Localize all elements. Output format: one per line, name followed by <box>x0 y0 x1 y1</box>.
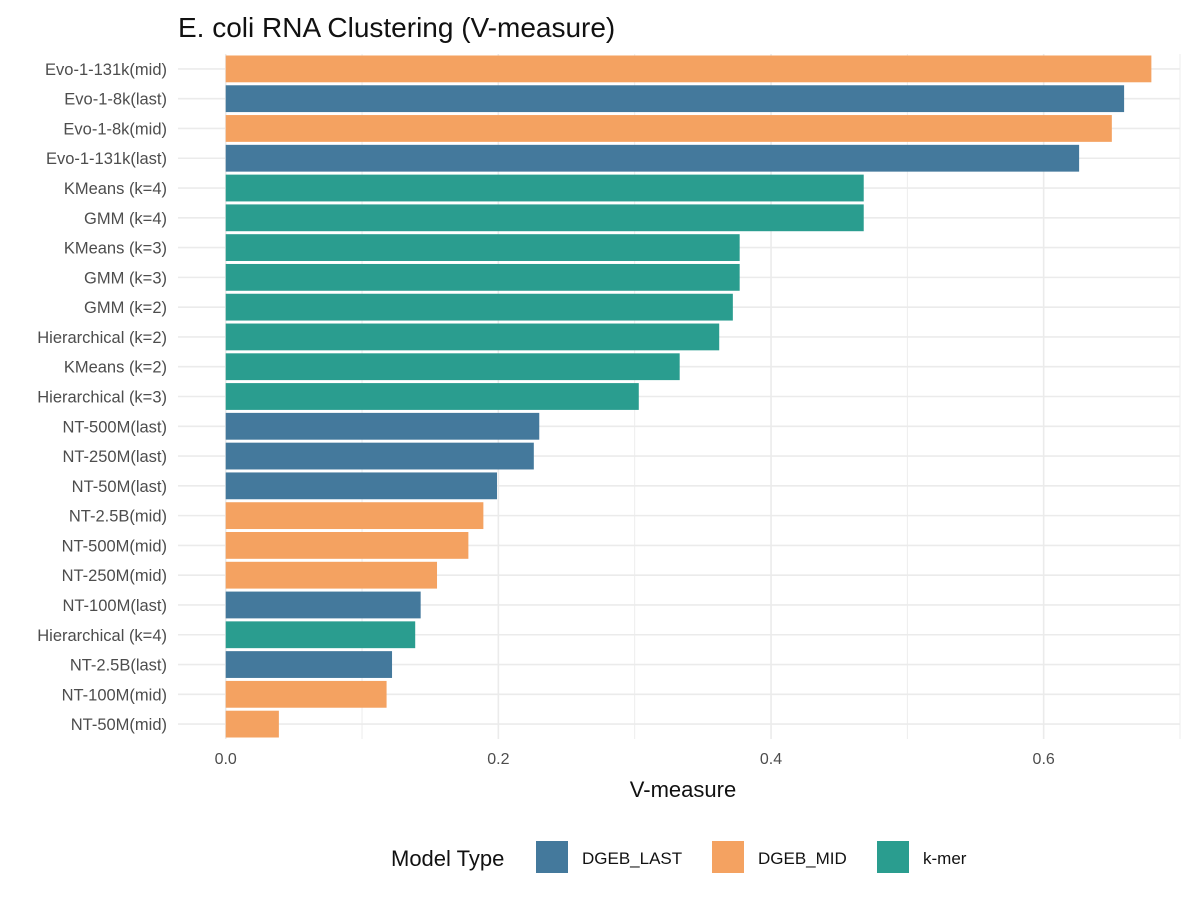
category-label: NT-2.5B(last) <box>70 657 167 675</box>
x-tick-label: 0.2 <box>487 751 509 768</box>
bar <box>225 651 393 678</box>
category-label: Hierarchical (k=4) <box>37 627 167 645</box>
bar <box>225 532 469 559</box>
bars-layer <box>225 55 1152 738</box>
legend-label: DGEB_LAST <box>582 849 682 868</box>
category-label: NT-250M(last) <box>62 448 167 466</box>
category-label: NT-2.5B(mid) <box>69 508 167 526</box>
bar <box>225 204 864 232</box>
category-label: Hierarchical (k=3) <box>37 389 167 407</box>
category-label: GMM (k=2) <box>84 299 167 317</box>
category-label: KMeans (k=3) <box>64 240 167 258</box>
bar <box>225 263 740 291</box>
bar <box>225 115 1112 142</box>
legend-swatch <box>877 841 909 873</box>
x-tick-label: 0.6 <box>1033 751 1055 768</box>
category-label: NT-250M(mid) <box>62 567 167 585</box>
legend-label: k-mer <box>923 849 967 868</box>
category-label: NT-100M(mid) <box>62 686 167 704</box>
bar <box>225 502 484 530</box>
legend-title: Model Type <box>391 846 504 871</box>
bar <box>225 323 720 351</box>
bar <box>225 293 733 321</box>
bar <box>225 472 498 500</box>
x-axis-title: V-measure <box>630 777 736 802</box>
legend-label: DGEB_MID <box>758 849 847 868</box>
bar <box>225 353 680 381</box>
bar <box>225 144 1080 172</box>
category-label: Evo-1-8k(last) <box>64 91 167 109</box>
category-label: GMM (k=4) <box>84 210 167 228</box>
bar <box>225 710 279 738</box>
category-label: NT-500M(last) <box>62 418 167 436</box>
category-label: NT-100M(last) <box>62 597 167 615</box>
category-label: NT-500M(mid) <box>62 537 167 555</box>
category-label: KMeans (k=4) <box>64 180 167 198</box>
bar <box>225 680 387 708</box>
category-label: NT-50M(last) <box>72 478 167 496</box>
category-label: NT-50M(mid) <box>71 716 167 734</box>
bar <box>225 234 740 261</box>
category-label: KMeans (k=2) <box>64 359 167 377</box>
chart-title: E. coli RNA Clustering (V-measure) <box>178 12 615 43</box>
legend: Model Type DGEB_LAST DGEB_MID k-mer <box>391 841 967 873</box>
legend-swatch <box>712 841 744 873</box>
x-tick-label: 0.4 <box>760 751 782 768</box>
bar <box>225 561 438 589</box>
category-label: Hierarchical (k=2) <box>37 329 167 347</box>
bar <box>225 412 540 440</box>
bar <box>225 442 534 470</box>
bar <box>225 591 421 619</box>
bar <box>225 55 1152 83</box>
bar <box>225 621 416 649</box>
category-label: GMM (k=3) <box>84 269 167 287</box>
category-label: Evo-1-8k(mid) <box>63 120 167 138</box>
category-label: Evo-1-131k(last) <box>46 150 167 168</box>
x-tick-label: 0.0 <box>215 751 237 768</box>
legend-swatch <box>536 841 568 873</box>
category-labels: Evo-1-131k(mid) Evo-1-8k(last) Evo-1-8k(mi… <box>37 61 167 734</box>
category-label: Evo-1-131k(mid) <box>45 61 167 79</box>
x-tick-labels: 0.0 0.2 0.4 0.6 <box>215 751 1055 768</box>
bar <box>225 174 864 202</box>
bar <box>225 383 639 410</box>
bar <box>225 85 1125 113</box>
